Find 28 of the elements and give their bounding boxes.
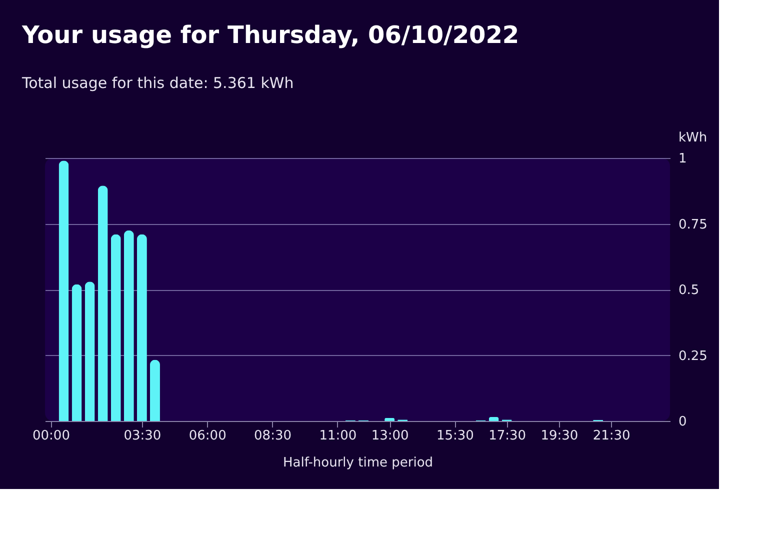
chart-subtitle: Total usage for this date: 5.361 kWh	[21, 74, 294, 92]
bar	[488, 417, 499, 421]
x-axis-title: Half-hourly time period	[282, 456, 434, 470]
x-tick-label: 13:00	[371, 428, 409, 444]
bar	[58, 160, 69, 421]
bar	[98, 186, 108, 421]
x-tick-label: 19:30	[540, 428, 578, 444]
y-axis-title: kWh	[678, 130, 708, 146]
bar	[150, 360, 160, 421]
y-tick-label: 0.75	[678, 217, 708, 232]
x-tick-label: 08:30	[254, 428, 292, 444]
y-tick-label: 0.25	[678, 348, 708, 364]
bar	[72, 284, 82, 421]
bar	[136, 234, 147, 421]
x-tick-label: 17:30	[488, 428, 526, 444]
bar	[110, 234, 121, 421]
x-tick-label: 15:30	[436, 428, 474, 444]
x-tick-label: 00:00	[32, 428, 70, 444]
y-tick-label: 0	[678, 414, 687, 430]
x-tick-label: 11:00	[319, 428, 357, 444]
x-tick-label: 06:00	[188, 428, 226, 444]
bar	[124, 230, 134, 421]
x-tick-label: 03:30	[124, 428, 162, 444]
x-tick-label: 21:30	[592, 428, 630, 444]
y-tick-label: 1	[678, 152, 687, 166]
bar	[84, 282, 95, 421]
chart-title: Your usage for Thursday, 06/10/2022	[21, 21, 520, 49]
y-tick-label: 0.5	[678, 283, 700, 298]
